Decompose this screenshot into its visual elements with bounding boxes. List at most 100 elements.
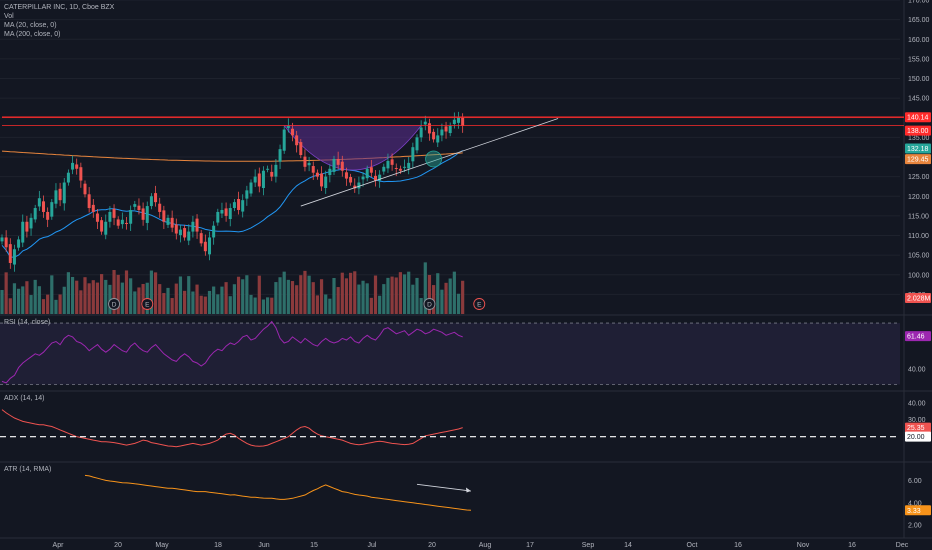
candle-body	[394, 167, 398, 169]
candle-body	[361, 176, 365, 180]
candle-body	[108, 211, 112, 222]
rsi-tick-label: 40.00	[908, 367, 926, 374]
volume-bar	[174, 283, 178, 314]
candle-body	[448, 125, 452, 134]
candle-body	[174, 224, 178, 234]
candle-body	[390, 159, 394, 165]
volume-bar	[282, 271, 286, 314]
adx-title: ADX (14, 14)	[4, 395, 45, 402]
candle-body	[187, 231, 191, 241]
candle-body	[440, 129, 444, 136]
volume-bar	[216, 294, 220, 314]
candle-body	[415, 137, 419, 151]
price-tick-label: 145.00	[908, 96, 930, 103]
event-marker-label: E	[145, 302, 150, 309]
volume-bar	[207, 290, 212, 314]
candle-body	[25, 221, 29, 232]
volume-bar	[12, 283, 17, 314]
candle-body	[220, 209, 224, 214]
price-tick-label: 105.00	[908, 253, 930, 260]
volume-bar	[41, 299, 46, 314]
candle-body	[116, 219, 120, 226]
time-axis-label: 18	[214, 542, 222, 549]
volume-bar	[112, 270, 116, 314]
adx-tick-label: 30.00	[908, 417, 926, 424]
candle-body	[133, 204, 137, 207]
adx-tick-label: 40.00	[908, 400, 926, 407]
volume-bar	[411, 284, 415, 314]
volume-bar	[104, 279, 108, 314]
volume-bar	[241, 279, 245, 314]
volume-bar	[332, 277, 336, 314]
volume-bar	[245, 275, 249, 314]
volume-bar	[270, 297, 274, 314]
volume-bar	[124, 270, 129, 314]
atr-last-tag: 3.33	[907, 508, 921, 515]
ma200-legend: MA (200, close, 0)	[4, 31, 61, 38]
candle-body	[270, 171, 274, 177]
volume-bar	[236, 276, 241, 314]
candle-body	[162, 210, 166, 222]
volume-bar	[25, 281, 29, 314]
candle-body	[58, 188, 62, 201]
atr-last-tag-bg	[905, 505, 931, 516]
price-tag-bg	[905, 143, 931, 154]
price-tick-label: 115.00	[908, 213, 929, 220]
volume-bar	[295, 285, 299, 314]
volume-bar	[54, 299, 58, 314]
candle-body	[33, 208, 37, 220]
volume-bar	[253, 297, 257, 314]
candle-body	[145, 206, 149, 223]
event-marker-d	[108, 298, 121, 310]
volume-bar	[220, 286, 224, 314]
volume-bar	[50, 275, 54, 314]
event-marker-label: E	[477, 302, 482, 309]
atr-tick-label: 6.00	[908, 478, 922, 485]
volume-bar	[419, 297, 423, 314]
candle-body	[104, 221, 108, 235]
candle-body	[386, 160, 390, 169]
candle-body	[436, 135, 440, 143]
candle-body	[216, 211, 220, 223]
volume-bar	[116, 274, 120, 314]
candle-body	[208, 237, 211, 255]
volume-bar	[261, 299, 266, 314]
candle-body	[444, 126, 448, 132]
volume-bar	[141, 283, 145, 314]
volume-bar	[353, 271, 357, 314]
adx-threshold-tag: 20.00	[907, 434, 925, 441]
candle-body	[4, 237, 8, 248]
volume-bar	[266, 297, 270, 314]
candle-body	[195, 218, 199, 232]
time-axis-label: May	[155, 542, 169, 549]
volume-bar	[83, 277, 87, 314]
candle-body	[232, 202, 236, 209]
price-tag: 129.45	[907, 157, 929, 164]
volume-bar	[70, 276, 75, 314]
candle-body	[403, 166, 407, 168]
volume-bar	[195, 284, 199, 314]
candle-body	[461, 117, 465, 126]
volume-bar	[361, 280, 365, 314]
candle-body	[191, 221, 195, 232]
ascending-trendline-line	[300, 118, 559, 207]
volume-bar	[17, 288, 21, 314]
candle-body	[29, 217, 33, 229]
price-tick-label: 165.00	[908, 17, 930, 24]
candle-body	[91, 204, 95, 212]
volume-bar	[336, 287, 340, 314]
candle-body	[178, 229, 182, 236]
volume-bar	[187, 276, 191, 314]
candle-body	[299, 142, 303, 156]
time-axis-label: Sep	[582, 542, 595, 549]
volume-bar	[365, 283, 369, 314]
time-axis-label: Jun	[258, 542, 269, 549]
volume-bar	[307, 275, 311, 314]
candle-body	[282, 129, 286, 151]
atr-arrow-line	[416, 483, 472, 492]
candle-body	[241, 200, 245, 212]
volume-bar	[349, 272, 353, 314]
price-tag-bg	[905, 154, 931, 165]
volume-bar	[21, 286, 25, 314]
